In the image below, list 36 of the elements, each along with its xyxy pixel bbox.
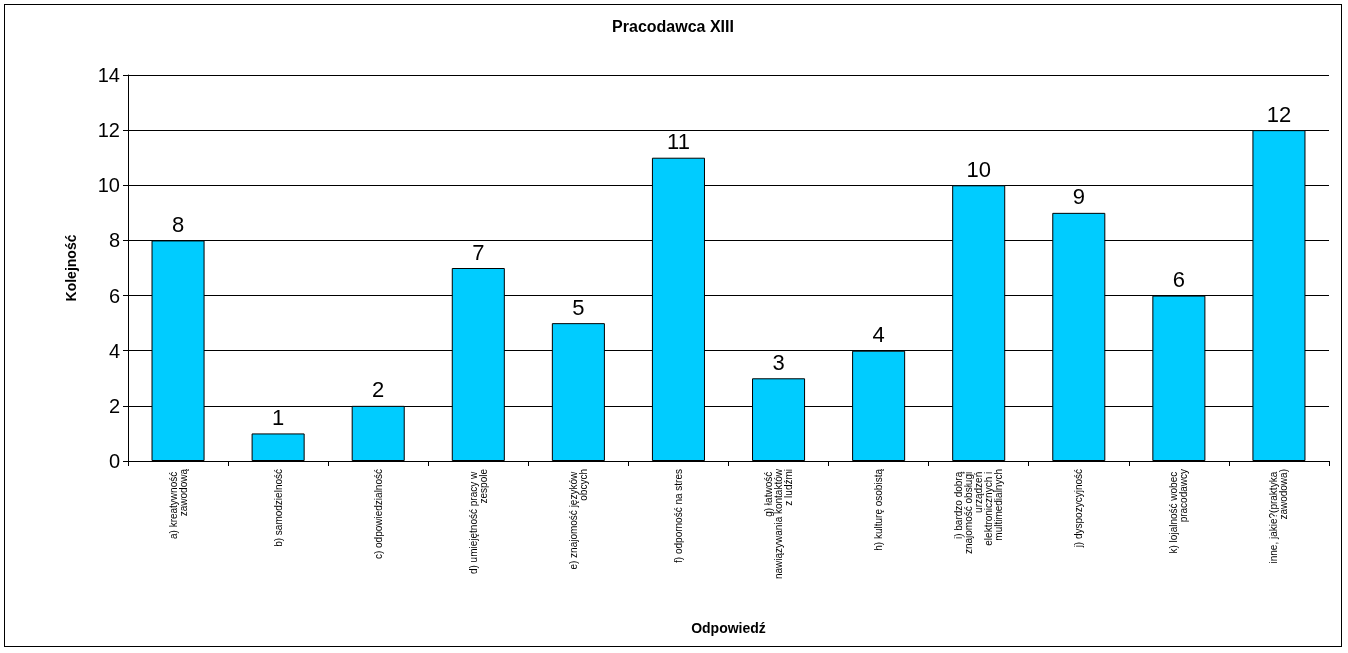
x-tick-label: j) dyspozycyjność <box>1073 469 1085 549</box>
x-tick-label: g) łatwość nawiązywania kontaktów z ludźmi <box>763 468 795 580</box>
x-tick-label: c) odpowiedzialność <box>372 469 384 560</box>
x-tick-label: inne, jakie?(praktyka zawodowa) <box>1268 469 1290 564</box>
y-tick-label: 8 <box>108 229 120 252</box>
data-label: 4 <box>872 322 885 348</box>
data-label: 9 <box>1072 184 1085 210</box>
x-tick-label: k) lojalność wobec pracodawcy <box>1168 469 1190 554</box>
y-axis-title: Kolejność <box>63 234 79 302</box>
data-label: 3 <box>772 349 785 375</box>
bar <box>251 433 305 461</box>
y-tick-label: 12 <box>97 119 120 142</box>
x-tick-label: b) samodzielność <box>272 469 284 547</box>
x-tick-label: f) odporność na stres <box>672 469 684 563</box>
x-tick-label: i) bardzo dobrą znajomość obsługi urządzeń elektronicznych i multimedialnych <box>953 469 1005 555</box>
y-tick-label: 6 <box>108 284 120 307</box>
y-tick-label: 10 <box>97 174 120 197</box>
data-label: 12 <box>1266 101 1292 127</box>
y-tick-label: 0 <box>108 450 120 472</box>
data-label: 7 <box>472 239 485 265</box>
x-tick-label: d) umiejętność pracy w zespole <box>467 468 489 575</box>
data-label: 8 <box>171 211 185 237</box>
data-label: 1 <box>272 404 285 430</box>
data-label: 2 <box>372 377 385 403</box>
x-tick-label: e) znajomość języków obcych <box>567 469 589 570</box>
y-tick-label: 4 <box>108 339 120 362</box>
data-label: 10 <box>966 156 991 182</box>
data-label: 11 <box>667 129 690 155</box>
chart-title: Pracodawca XIII <box>612 17 734 35</box>
x-tick-label: h) kulturę osobistą <box>873 468 885 551</box>
y-tick-label: 14 <box>97 64 120 86</box>
x-axis-title: Odpowiedź <box>691 620 766 636</box>
data-label: 5 <box>572 294 585 320</box>
y-tick-label: 2 <box>108 394 120 417</box>
x-tick-label: a) kreatywność zawodową <box>167 468 189 540</box>
data-label: 6 <box>1172 267 1185 293</box>
